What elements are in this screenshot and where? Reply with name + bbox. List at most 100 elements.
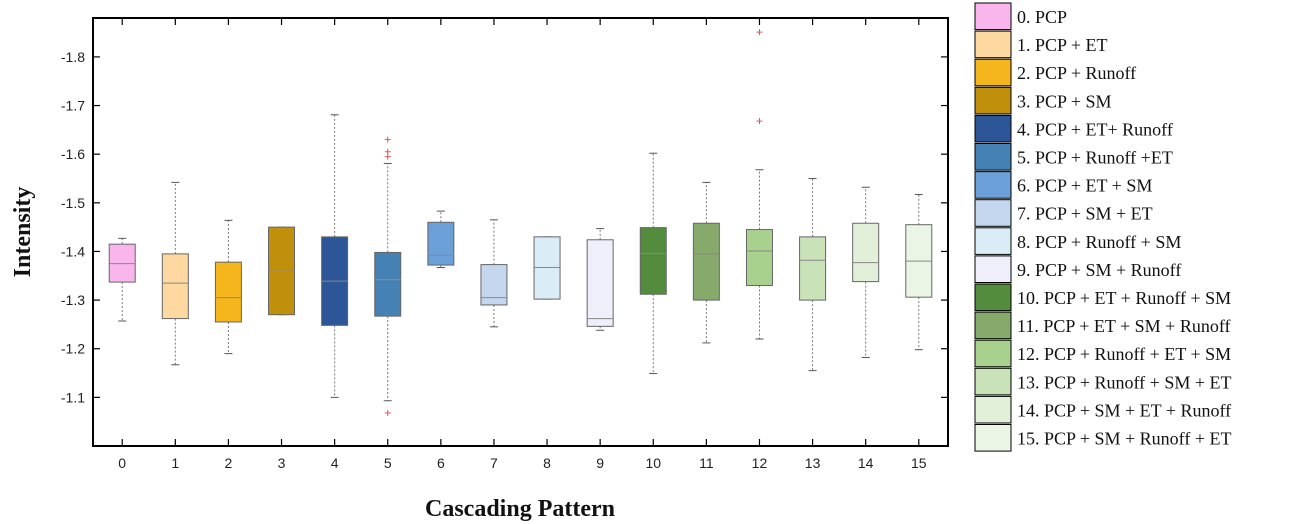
legend-swatch bbox=[974, 339, 1012, 368]
legend-swatch bbox=[974, 424, 1012, 452]
outlier-point bbox=[384, 136, 391, 143]
legend-label: 0. PCP bbox=[1017, 7, 1067, 27]
box-series-14 bbox=[852, 186, 880, 358]
legend-label: 9. PCP + SM + Runoff bbox=[1017, 260, 1181, 280]
x-tick-label: 6 bbox=[437, 455, 445, 471]
legend-label: 1. PCP + ET bbox=[1017, 35, 1108, 55]
box bbox=[799, 236, 827, 301]
plot-area bbox=[92, 17, 949, 447]
legend-swatch bbox=[974, 283, 1012, 312]
x-tick-label: 8 bbox=[543, 455, 551, 471]
y-tick-label: -1.7 bbox=[61, 98, 85, 114]
legend-label: 8. PCP + Runoff + SM bbox=[1017, 232, 1181, 252]
x-tick-label: 9 bbox=[596, 455, 604, 471]
legend-swatch bbox=[974, 227, 1012, 255]
box-series-12 bbox=[745, 29, 773, 340]
legend-swatch bbox=[974, 199, 1012, 227]
legend-item: 3. PCP + SM bbox=[974, 86, 1112, 115]
box bbox=[161, 253, 189, 320]
outlier-point bbox=[756, 29, 763, 36]
box bbox=[214, 261, 242, 323]
y-axis: -1.1 -1.2 -1.3 -1.4 -1.5 -1.6 -1.7 -1.8 bbox=[61, 49, 948, 405]
legend-label: 2. PCP + Runoff bbox=[1017, 63, 1136, 83]
legend-item: 5. PCP + Runoff +ET bbox=[974, 143, 1173, 171]
y-tick-label: -1.2 bbox=[61, 341, 85, 357]
box bbox=[586, 239, 614, 327]
outlier-point bbox=[756, 118, 763, 125]
x-tick-label: 11 bbox=[699, 455, 714, 471]
y-tick-label: -1.8 bbox=[61, 49, 85, 65]
x-tick-label: 2 bbox=[225, 455, 233, 471]
legend-swatch bbox=[974, 255, 1012, 283]
box bbox=[639, 227, 667, 295]
legend-swatch bbox=[974, 395, 1012, 424]
legend-item: 14. PCP + SM + ET + Runoff bbox=[974, 395, 1231, 424]
box bbox=[427, 221, 455, 266]
x-tick-label: 3 bbox=[278, 455, 286, 471]
y-tick-label: -1.3 bbox=[61, 292, 85, 308]
box-series-1 bbox=[161, 181, 189, 366]
box bbox=[745, 229, 773, 286]
box bbox=[692, 222, 720, 301]
legend-item: 1. PCP + ET bbox=[974, 30, 1108, 59]
legend-item: 13. PCP + Runoff + SM + ET bbox=[974, 367, 1232, 396]
x-tick-label: 1 bbox=[171, 455, 179, 471]
x-tick-label: 14 bbox=[858, 455, 874, 471]
x-axis-label: Cascading Pattern bbox=[425, 496, 615, 522]
legend-swatch bbox=[974, 30, 1012, 59]
box-series-11 bbox=[692, 181, 720, 344]
box-series-8 bbox=[533, 236, 561, 300]
legend-label: 14. PCP + SM + ET + Runoff bbox=[1017, 400, 1231, 420]
x-tick-label: 7 bbox=[490, 455, 498, 471]
legend-swatch bbox=[974, 86, 1012, 115]
outlier-point bbox=[384, 148, 391, 155]
legend-label: 12. PCP + Runoff + ET + SM bbox=[1017, 344, 1231, 364]
x-axis: 0 1 2 3 4 5 6 7 8 9 10 11 12 13 14 15 bbox=[118, 18, 927, 471]
box bbox=[374, 251, 402, 317]
box-series-15 bbox=[905, 194, 933, 351]
box bbox=[268, 226, 296, 316]
outlier-point bbox=[384, 409, 391, 416]
x-tick-label: 13 bbox=[805, 455, 821, 471]
y-tick-label: -1.4 bbox=[61, 243, 85, 259]
legend-label: 3. PCP + SM bbox=[1017, 91, 1112, 111]
legend-item: 8. PCP + Runoff + SM bbox=[974, 227, 1181, 255]
legend-item: 10. PCP + ET + Runoff + SM bbox=[974, 283, 1231, 312]
legend-item: 2. PCP + Runoff bbox=[974, 58, 1136, 87]
legend-label: 5. PCP + Runoff +ET bbox=[1017, 148, 1173, 168]
legend-item: 12. PCP + Runoff + ET + SM bbox=[974, 339, 1231, 368]
legend-label: 4. PCP + ET+ Runoff bbox=[1017, 119, 1173, 139]
legend-item: 4. PCP + ET+ Runoff bbox=[974, 114, 1173, 143]
boxes-layer bbox=[108, 29, 933, 416]
legend-swatch bbox=[974, 171, 1012, 199]
legend-swatch bbox=[974, 58, 1012, 87]
box bbox=[852, 222, 880, 283]
legend-item: 0. PCP bbox=[974, 2, 1067, 31]
x-tick-label: 10 bbox=[645, 455, 661, 471]
legend-swatch bbox=[974, 114, 1012, 143]
box-series-13 bbox=[799, 178, 827, 372]
x-tick-label: 15 bbox=[911, 455, 927, 471]
legend-label: 11. PCP + ET + SM + Runoff bbox=[1017, 316, 1231, 336]
y-tick-label: -1.5 bbox=[61, 195, 85, 211]
box-series-0 bbox=[108, 237, 136, 322]
x-tick-label: 4 bbox=[331, 455, 339, 471]
y-tick-label: -1.6 bbox=[61, 146, 85, 162]
legend-item: 11. PCP + ET + SM + Runoff bbox=[974, 311, 1231, 340]
legend-item: 15. PCP + SM + Runoff + ET bbox=[974, 424, 1232, 452]
legend-swatch bbox=[974, 143, 1012, 171]
box-series-7 bbox=[480, 219, 508, 328]
legend-label: 15. PCP + SM + Runoff + ET bbox=[1017, 429, 1232, 449]
legend-swatch bbox=[974, 2, 1012, 31]
y-tick-label: -1.1 bbox=[61, 389, 85, 405]
x-tick-label: 5 bbox=[384, 455, 392, 471]
box-series-3 bbox=[268, 226, 296, 316]
box bbox=[480, 264, 508, 306]
legend-label: 7. PCP + SM + ET bbox=[1017, 204, 1153, 224]
legend-label: 13. PCP + Runoff + SM + ET bbox=[1017, 372, 1232, 392]
box-series-2 bbox=[214, 219, 242, 355]
legend-swatch bbox=[974, 367, 1012, 396]
legend-swatch bbox=[974, 311, 1012, 340]
legend-item: 9. PCP + SM + Runoff bbox=[974, 255, 1181, 283]
